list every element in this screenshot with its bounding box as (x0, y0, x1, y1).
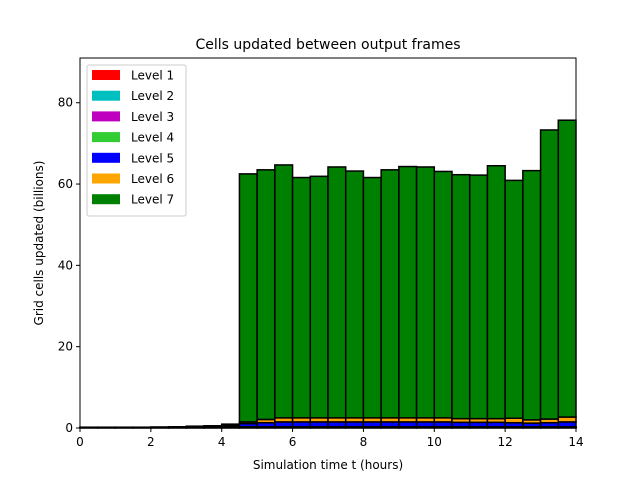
legend-swatch (92, 132, 120, 143)
y-axis: 0 20 40 60 80 (58, 96, 80, 435)
bar-segment-level-7 (557, 119, 577, 418)
x-tick-label: 6 (289, 435, 297, 449)
legend-label: Level 4 (131, 131, 174, 145)
legend: Level 1 Level 2 Level 3 Level 4 Level 5 Level… (86, 64, 187, 217)
y-tick-label: 0 (65, 421, 73, 435)
x-tick-label: 10 (427, 435, 442, 449)
bar-segment-level-7 (220, 423, 241, 426)
y-tick-label: 60 (58, 177, 73, 191)
bar-segment-level-7 (291, 176, 312, 419)
bar-segment-level-7 (398, 165, 418, 419)
legend-swatch (92, 152, 120, 163)
bar-segment-level-7 (451, 173, 471, 420)
x-tick-label: 0 (76, 435, 84, 449)
legend-label: Level 1 (131, 69, 174, 83)
x-tick-label: 4 (218, 435, 226, 449)
legend-label: Level 7 (131, 193, 174, 207)
x-tick-label: 14 (568, 435, 583, 449)
x-axis: 0 2 4 6 8 10 12 14 (76, 428, 584, 449)
chart-title: Cells updated between output frames (195, 37, 460, 53)
legend-swatch (92, 194, 120, 205)
x-axis-label: Simulation time t (hours) (253, 458, 403, 472)
plot-area-frame (79, 57, 577, 429)
legend-label: Level 3 (131, 110, 174, 124)
bar-segment-level-7 (327, 166, 347, 419)
legend-swatch (92, 70, 120, 80)
legend-label: Level 5 (131, 151, 174, 165)
bar-segment-level-7 (433, 170, 453, 419)
bar-segment-level-7 (522, 169, 542, 421)
y-tick-label: 80 (58, 96, 73, 110)
legend-swatch (92, 111, 120, 122)
y-tick-label: 40 (58, 258, 73, 272)
bar-segment-level-7 (504, 179, 524, 419)
legend-swatch (92, 90, 120, 101)
bar-segment-level-7 (380, 169, 400, 419)
y-axis-label: Grid cells updated (billions) (32, 161, 46, 326)
bar-segment-level-7 (539, 129, 560, 420)
legend-swatch (92, 173, 120, 184)
y-tick-label: 20 (58, 340, 73, 354)
bar-segment-level-7 (274, 164, 294, 419)
bar-segment-level-7 (238, 173, 258, 423)
bar-segment-level-7 (256, 169, 276, 421)
x-tick-label: 8 (360, 435, 368, 449)
bar-segment-level-7 (309, 175, 329, 419)
bar-segment-level-7 (486, 164, 506, 420)
bars (79, 119, 577, 429)
bar-segment-level-7 (362, 176, 382, 419)
x-tick-label: 12 (498, 435, 513, 449)
bar-segment-level-7 (415, 166, 436, 419)
legend-label: Level 6 (131, 172, 174, 186)
bar-segment-level-7 (468, 174, 489, 420)
legend-label: Level 2 (131, 89, 174, 103)
x-tick-label: 2 (147, 435, 155, 449)
bar-segment-level-7 (344, 170, 365, 419)
